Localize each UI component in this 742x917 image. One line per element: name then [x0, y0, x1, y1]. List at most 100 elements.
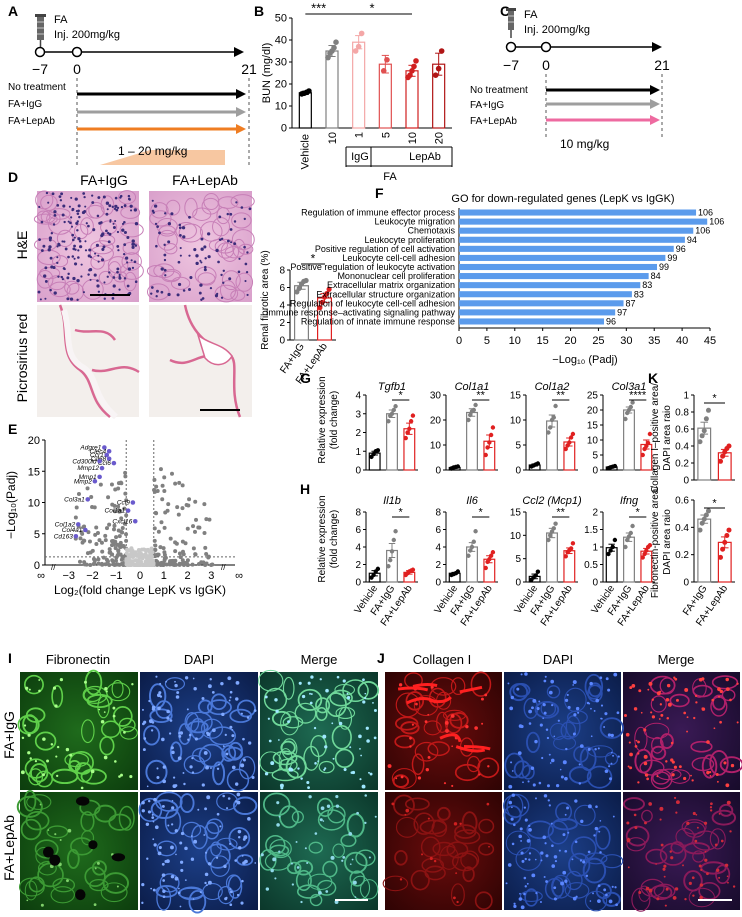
panel-b-group-igg: IgG [351, 151, 369, 163]
fluorescent-spot [635, 739, 638, 742]
panel-k: K Collagen I–positive area/ DAPI area ra… [648, 370, 735, 628]
data-point [375, 566, 381, 572]
fluorescent-spot [162, 779, 166, 784]
nucleus [215, 248, 219, 253]
tubule [51, 684, 64, 709]
fluorescent-spot [118, 775, 121, 778]
gene-point [92, 561, 97, 566]
tubule [294, 859, 314, 876]
fluorescent-spot [338, 721, 343, 726]
highlighted-gene-point [104, 452, 110, 458]
nucleus [199, 259, 202, 262]
tubule [331, 724, 352, 750]
fluorescent-spot [453, 896, 456, 900]
fluorescent-spot [240, 712, 243, 715]
fluorescent-spot [565, 747, 568, 751]
fluorescent-spot [103, 711, 106, 713]
tubule [552, 877, 565, 897]
data-point [391, 407, 396, 413]
fluorescent-spot [478, 773, 481, 776]
fluorescent-spot [682, 864, 684, 867]
fluorescent-spot [528, 828, 532, 832]
data-point [438, 48, 445, 54]
nucleus [126, 261, 129, 264]
data-point [701, 428, 707, 434]
panel-c-tick: 0 [542, 57, 550, 73]
tubule [50, 886, 75, 904]
gene-point [164, 562, 169, 567]
nucleus [115, 208, 119, 212]
fluorescent-spot [349, 863, 352, 865]
gene-point [176, 512, 181, 517]
fluorescent-spot [203, 750, 208, 755]
tubule [23, 674, 44, 695]
panel-b-group-lepab: LepAb [409, 151, 441, 163]
fluorescent-spot [236, 893, 240, 897]
gene-point [160, 561, 165, 566]
fluorescent-spot [597, 884, 601, 888]
fluorescent-spot [655, 863, 657, 865]
nucleus [56, 261, 59, 265]
gene-point [201, 560, 206, 565]
gene-point [153, 554, 158, 559]
nucleus [92, 228, 96, 232]
tubule [595, 825, 611, 850]
nucleus [229, 228, 233, 231]
panel-d-col-label: FA+IgG [80, 172, 128, 188]
axis-break-icon: // [51, 563, 56, 572]
fluorescent-spot [300, 777, 303, 780]
fluorescent-spot [268, 739, 272, 743]
tubule [163, 242, 178, 255]
data-point [455, 464, 461, 469]
data-point [483, 565, 488, 571]
fluorescent-spot [167, 824, 170, 827]
fluorescent-spot [148, 699, 151, 703]
fluorescent-spot [605, 677, 609, 681]
fluorescent-spot [162, 879, 165, 882]
nucleus [134, 222, 139, 226]
gene-point [136, 558, 141, 563]
fluorescent-spot [156, 767, 159, 770]
fluorescent-spot [169, 719, 173, 722]
nucleus [67, 220, 70, 223]
fluorescent-spot [664, 904, 667, 907]
tubule [212, 761, 226, 786]
tubule [84, 866, 106, 887]
fluorescent-spot [151, 721, 155, 724]
tubule [709, 828, 726, 850]
nucleus [96, 214, 100, 218]
fluorescent-spot [174, 680, 176, 683]
data-label: 83 [634, 289, 644, 299]
data-point [466, 553, 471, 558]
fluorescent-spot [20, 770, 25, 775]
fluorescent-spot [417, 776, 422, 780]
bar [459, 254, 666, 261]
x-tick-label: 10 [509, 335, 521, 347]
tubule [145, 759, 168, 785]
y-tick-label: 4 [279, 301, 285, 312]
gene-point [162, 475, 167, 480]
nucleus [91, 201, 95, 204]
fluorescent-spot [511, 806, 513, 809]
gene-point [155, 561, 160, 566]
tubule [64, 280, 80, 295]
gene-point [124, 498, 129, 503]
data-point [410, 567, 416, 572]
fluorescent-spot [593, 834, 596, 837]
nucleus [111, 205, 114, 208]
y-tick-label: 4 [355, 543, 361, 554]
fluorescent-spot [254, 862, 257, 864]
y-tick-label: 20 [587, 406, 599, 417]
collagen-deposit [397, 686, 429, 692]
panel-d-row-label: H&E [14, 231, 30, 260]
fluorescent-spot [684, 897, 687, 901]
data-point [403, 435, 408, 441]
fluorescent-spot [297, 767, 300, 770]
gene-point [149, 546, 154, 551]
panel-f-xlabel: −Log₁₀ (Padj) [552, 354, 617, 366]
tubule [184, 197, 198, 218]
nucleus [103, 297, 106, 300]
nucleus [163, 258, 167, 262]
fluorescent-spot [373, 709, 377, 713]
fluorescent-spot [709, 774, 712, 777]
